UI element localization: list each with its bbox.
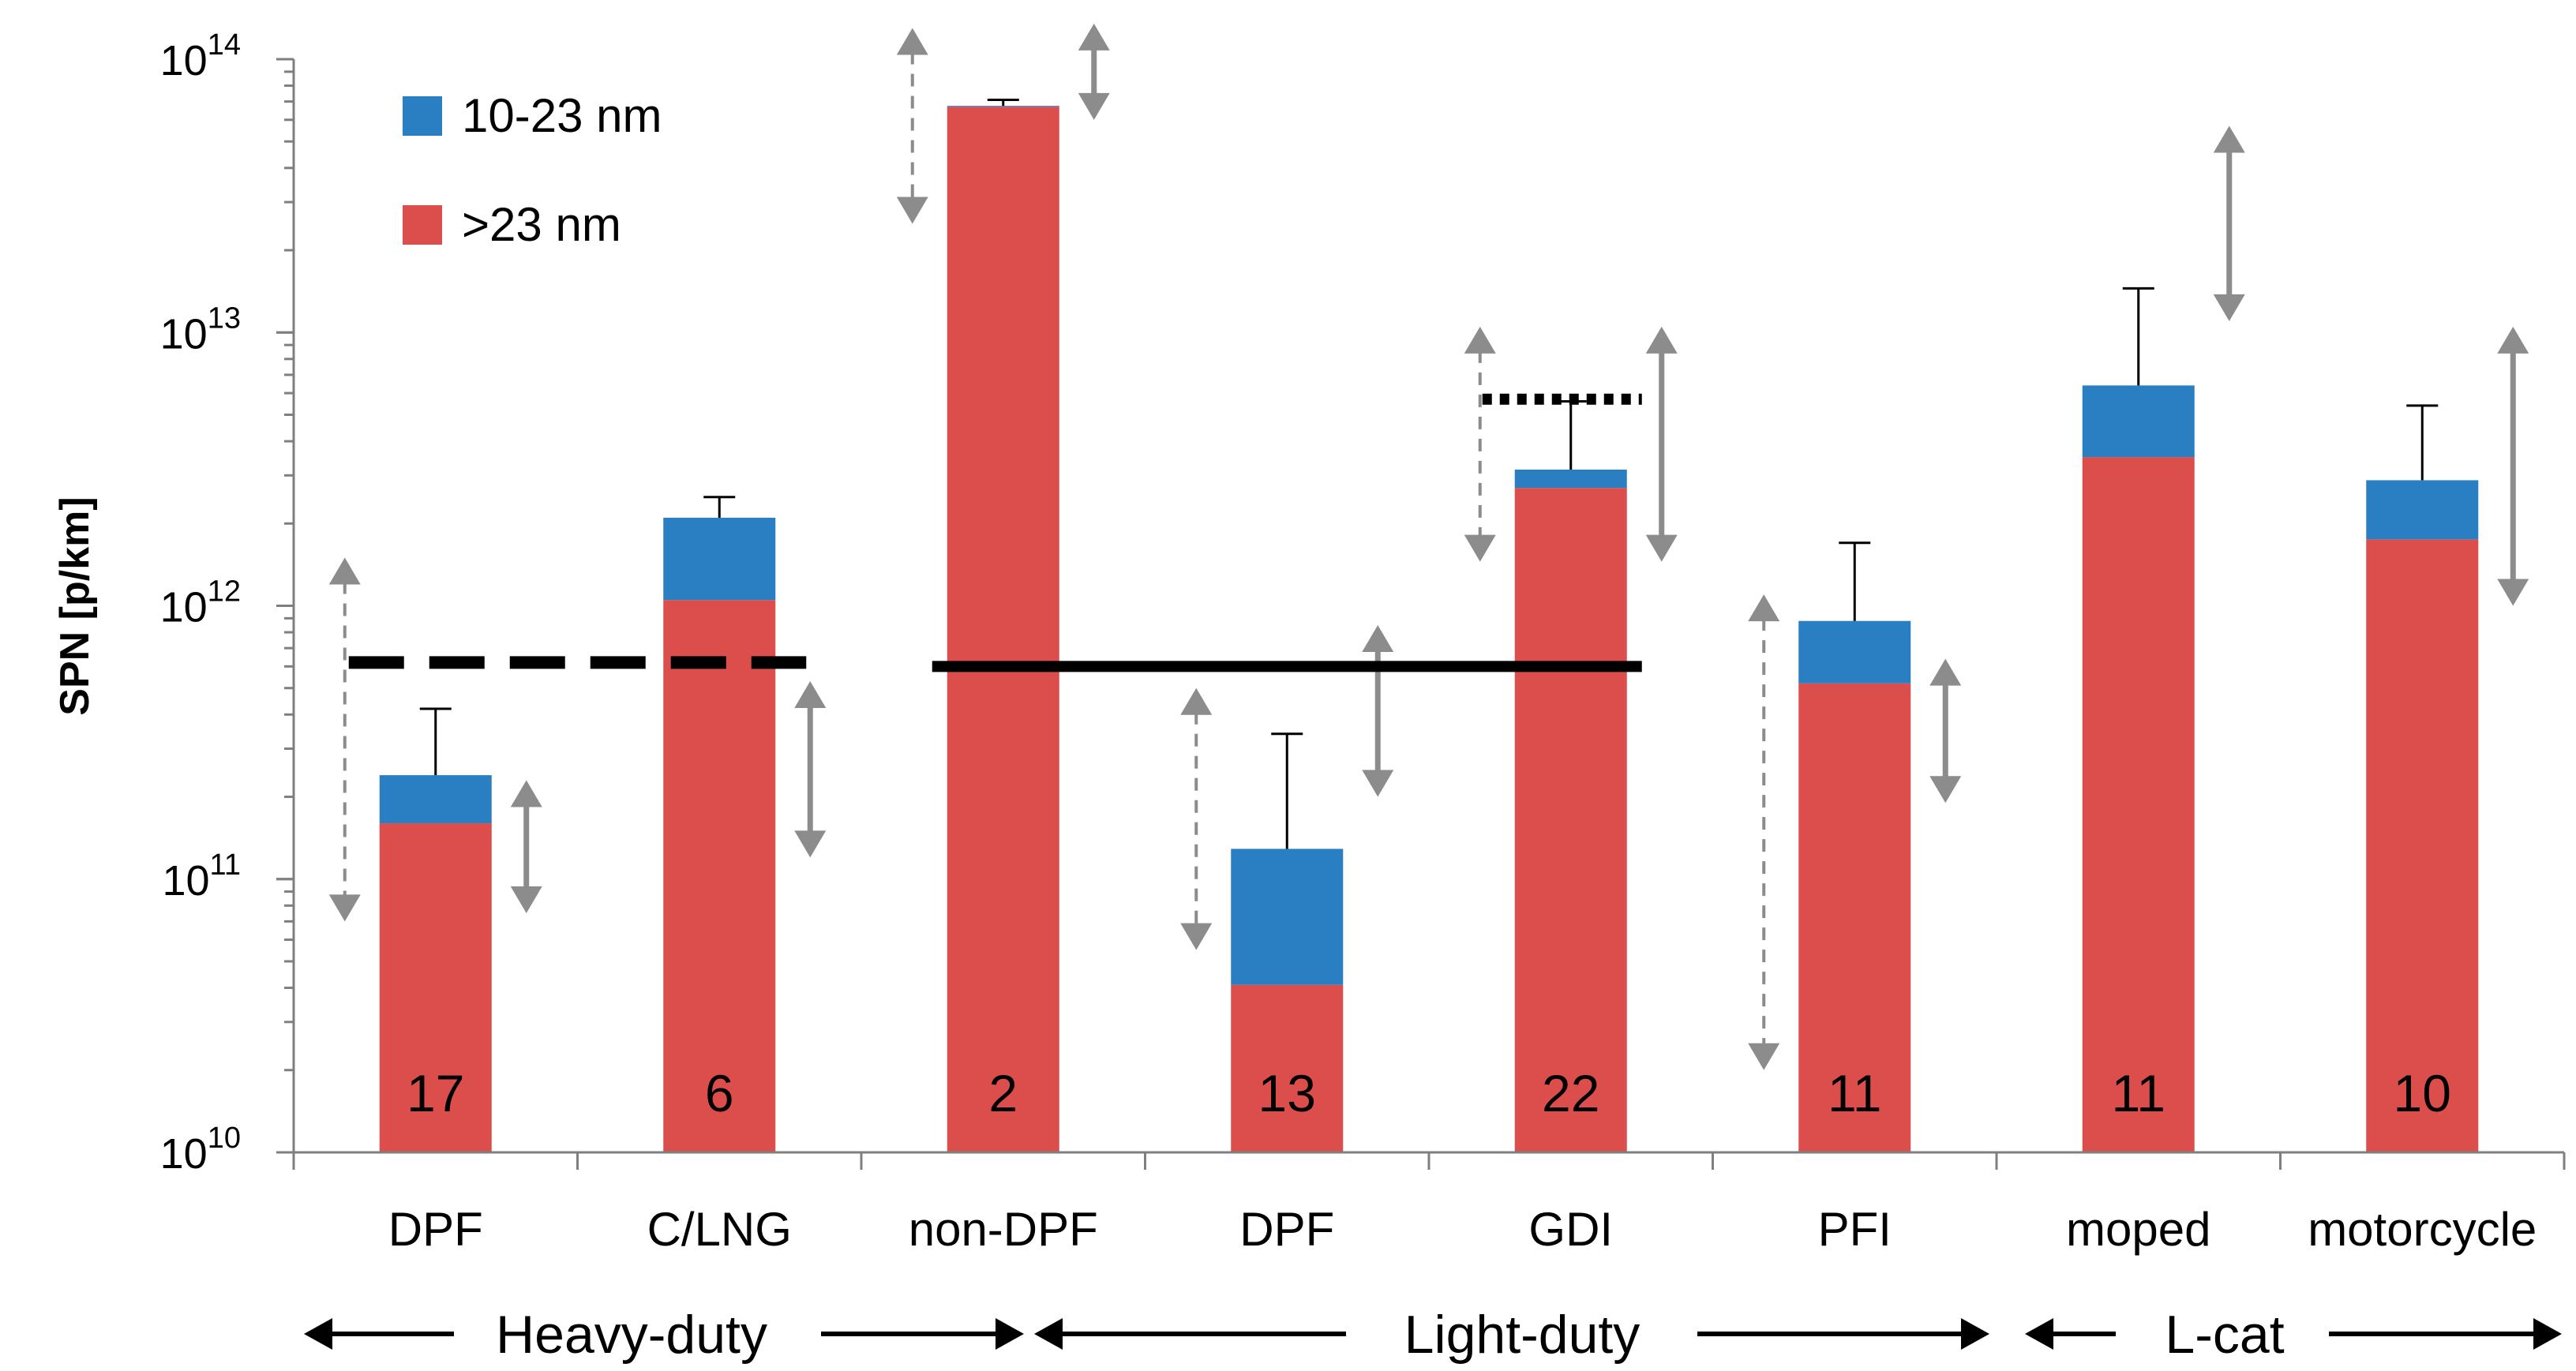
range-arrow-head-up <box>1464 326 1496 354</box>
group-label: Light-duty <box>1404 1305 1640 1365</box>
bars <box>379 99 2479 1153</box>
count-label: 22 <box>1542 1064 1599 1122</box>
range-arrow-head-down <box>794 830 827 858</box>
group-arrow-right-head <box>996 1318 1024 1350</box>
range-arrow-head-up <box>328 557 361 585</box>
category-label: moped <box>2066 1203 2210 1256</box>
range-arrow-head-up <box>1180 687 1213 715</box>
category-label: DPF <box>1239 1203 1334 1256</box>
limit-lines <box>348 393 1642 672</box>
range-arrow-head-up <box>794 680 827 708</box>
range-arrow-head-down <box>1180 923 1213 950</box>
range-arrow-head-down <box>1748 1043 1780 1070</box>
range-arrow-head-up <box>2497 326 2529 354</box>
group-arrow-right-head <box>1961 1318 1989 1350</box>
group-arrow-left-head <box>1034 1318 1063 1350</box>
bar-large <box>1798 683 1911 1152</box>
bar-small <box>1798 620 1911 684</box>
bar-small <box>379 775 492 824</box>
category-label: C/LNG <box>647 1203 792 1256</box>
range-arrow-head-up <box>1078 23 1110 51</box>
y-tick-label: 1013 <box>160 302 241 358</box>
group-arrow-right-head <box>2533 1318 2562 1350</box>
category-label: motorcycle <box>2308 1203 2537 1256</box>
count-label: 17 <box>407 1064 464 1122</box>
count-label: 10 <box>2394 1064 2451 1122</box>
group-label: Heavy-duty <box>496 1305 767 1365</box>
legend-swatch-small <box>403 96 442 136</box>
category-label: PFI <box>1818 1203 1892 1256</box>
y-axis-label: SPN [p/km] <box>52 496 98 715</box>
bar-large <box>1231 984 1344 1152</box>
bar-small <box>2082 385 2195 458</box>
group-arrow-left-head <box>2025 1318 2053 1350</box>
bar-small <box>1231 848 1344 985</box>
range-arrow-head-up <box>896 28 928 55</box>
range-arrow-head-up <box>2213 125 2245 153</box>
range-arrow-head-down <box>2497 579 2529 606</box>
y-tick-label: 1011 <box>162 848 241 905</box>
legend-swatch-large <box>403 205 442 245</box>
bar-large <box>947 107 1059 1153</box>
range-arrow-head-up <box>1748 594 1780 622</box>
count-label: 11 <box>2111 1064 2165 1122</box>
range-arrow-head-up <box>1362 624 1394 652</box>
bar-small <box>1514 469 1627 489</box>
range-arrow-head-down <box>2213 294 2245 321</box>
range-arrow-head-down <box>896 197 928 224</box>
range-arrow-head-down <box>1078 92 1110 120</box>
y-tick-label: 1012 <box>160 575 241 631</box>
range-arrow-head-up <box>1929 658 1962 686</box>
labels: 1010101110121013101417DPF6C/LNG2non-DPF1… <box>160 28 2562 1365</box>
range-arrows <box>328 23 2529 1070</box>
category-label: non-DPF <box>909 1203 1098 1256</box>
axes <box>276 58 2566 1170</box>
range-arrow-head-down <box>1362 770 1394 797</box>
bar-large <box>379 823 492 1152</box>
range-arrow-head-down <box>328 894 361 922</box>
bar-large <box>2082 457 2195 1152</box>
bar-large <box>2366 539 2479 1152</box>
bar-small <box>663 517 776 601</box>
count-label: 13 <box>1258 1064 1316 1122</box>
category-label: GDI <box>1528 1203 1613 1256</box>
legend-label-small: 10-23 nm <box>462 89 662 142</box>
range-arrow-head-up <box>1645 326 1678 354</box>
legend: 10-23 nm >23 nm <box>403 89 662 251</box>
bar-small <box>947 106 1059 107</box>
legend-label-large: >23 nm <box>462 198 621 251</box>
category-label: DPF <box>388 1203 483 1256</box>
range-arrow-head-up <box>510 780 542 807</box>
range-arrow-head-down <box>510 886 542 914</box>
bar-small <box>2366 480 2479 540</box>
count-label: 2 <box>988 1064 1018 1122</box>
group-label: L-cat <box>2165 1305 2284 1365</box>
count-label: 11 <box>1828 1064 1882 1122</box>
y-tick-label: 1014 <box>160 28 241 84</box>
range-arrow-head-down <box>1929 776 1962 803</box>
count-label: 6 <box>705 1064 734 1122</box>
bar-large <box>663 600 776 1152</box>
group-arrow-left-head <box>304 1318 332 1350</box>
bar-large <box>1514 488 1627 1152</box>
range-arrow-head-down <box>1464 534 1496 562</box>
range-arrow-head-down <box>1645 534 1678 562</box>
y-tick-label: 1010 <box>160 1122 241 1178</box>
